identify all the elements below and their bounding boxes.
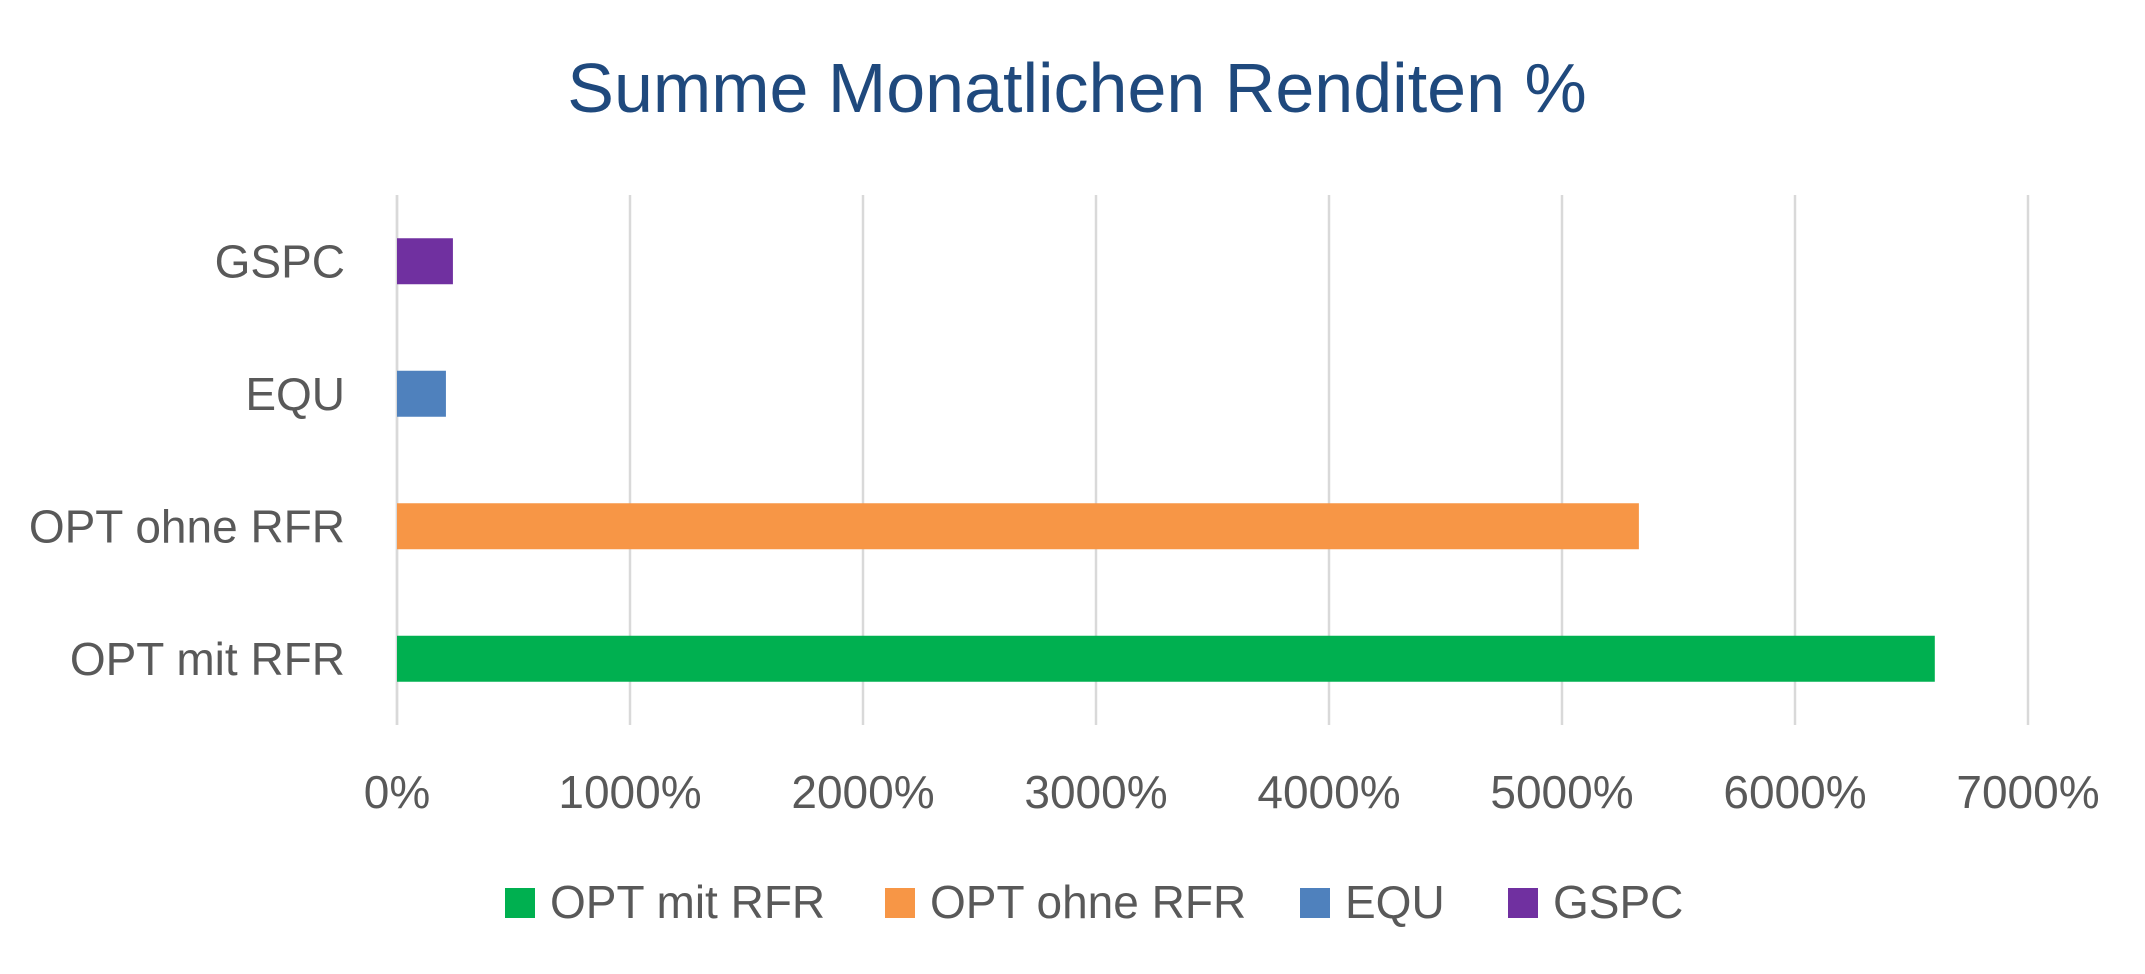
category-labels: OPT mit RFR OPT ohne RFR EQU GSPC xyxy=(29,235,345,685)
x-tick-label: 6000% xyxy=(1723,766,1866,818)
legend-label: GSPC xyxy=(1553,876,1683,928)
legend-item: EQU xyxy=(1300,876,1445,928)
chart-title: Summe Monatlichen Renditen % xyxy=(567,49,1586,127)
x-tick-label: 4000% xyxy=(1257,766,1400,818)
legend-item: GSPC xyxy=(1508,876,1683,928)
legend-swatch xyxy=(1300,888,1330,918)
legend: OPT mit RFR OPT ohne RFR EQU GSPC xyxy=(505,876,1683,928)
legend-label: EQU xyxy=(1345,876,1445,928)
x-tick-labels: 0% 1000% 2000% 3000% 4000% 5000% 6000% 7000% xyxy=(364,766,2100,818)
x-tick-label: 1000% xyxy=(558,766,701,818)
bars xyxy=(397,238,1935,682)
x-tick-label: 2000% xyxy=(791,766,934,818)
category-label: GSPC xyxy=(215,235,345,287)
x-tick-label: 5000% xyxy=(1490,766,1633,818)
bar-opt-mit-rfr xyxy=(397,635,1935,682)
gridlines xyxy=(395,195,2030,725)
bar-equ xyxy=(397,370,446,417)
legend-swatch xyxy=(885,888,915,918)
legend-swatch xyxy=(505,888,535,918)
category-label: OPT mit RFR xyxy=(70,633,345,685)
bar-gspc xyxy=(397,238,453,285)
x-tick-label: 3000% xyxy=(1024,766,1167,818)
legend-item: OPT mit RFR xyxy=(505,876,825,928)
bar-opt-ohne-rfr xyxy=(397,503,1639,550)
legend-swatch xyxy=(1508,888,1538,918)
category-label: EQU xyxy=(245,368,345,420)
x-tick-label: 0% xyxy=(364,766,430,818)
x-tick-label: 7000% xyxy=(1956,766,2099,818)
legend-item: OPT ohne RFR xyxy=(885,876,1246,928)
legend-label: OPT mit RFR xyxy=(550,876,825,928)
category-label: OPT ohne RFR xyxy=(29,500,345,552)
legend-label: OPT ohne RFR xyxy=(930,876,1246,928)
